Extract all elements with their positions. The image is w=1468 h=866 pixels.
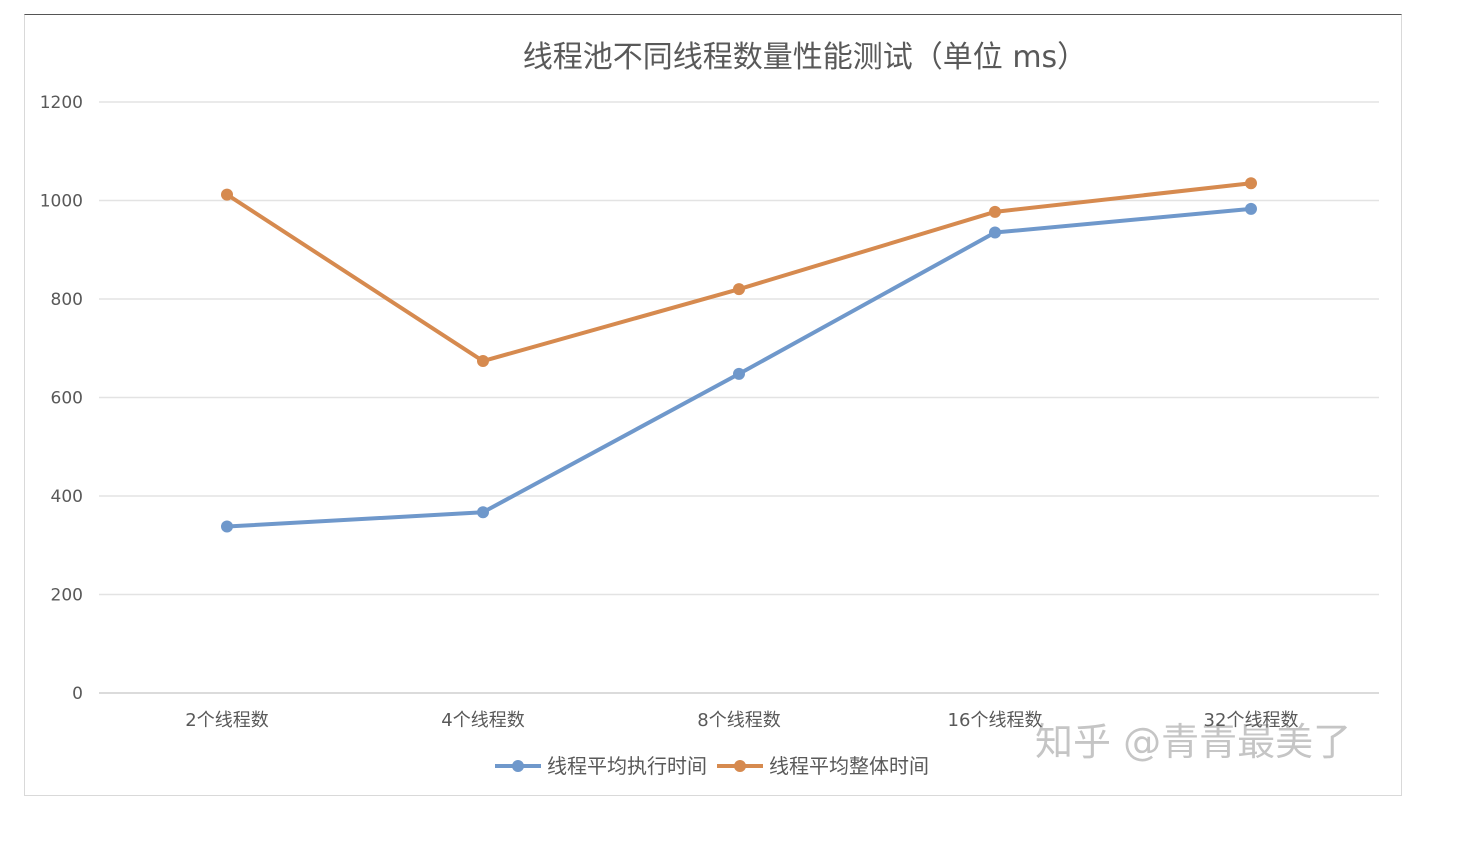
chart-container: 线程池不同线程数量性能测试（单位 ms） 0 200 400 600 800 1000 12… [24,14,1402,796]
x-tick-label: 4个线程数 [441,710,524,731]
legend: 线程平均执行时间 线程平均整体时间 [495,754,929,778]
legend-label: 线程平均整体时间 [769,754,929,778]
data-point [221,520,233,533]
legend-label: 线程平均执行时间 [547,754,707,778]
y-tick-label: 200 [51,586,83,606]
y-tick-label: 1200 [40,93,83,113]
x-tick-label: 16个线程数 [948,710,1043,731]
x-tick-label: 2个线程数 [185,710,268,731]
series-line-2 [225,181,1253,364]
y-tick-label: 1000 [40,192,83,212]
y-tick-label: 400 [51,487,83,507]
y-tick-label: 600 [51,389,83,409]
x-axis-ticks: 2个线程数 4个线程数 8个线程数 16个线程数 32个线程数 [185,710,1298,731]
grid-lines [99,101,1379,694]
data-point [221,188,233,201]
y-tick-label: 0 [72,684,83,704]
data-point [1245,177,1257,190]
x-tick-label: 8个线程数 [697,710,780,731]
series-layer [221,177,1257,533]
legend-marker [512,760,524,772]
line-chart: 线程池不同线程数量性能测试（单位 ms） 0 200 400 600 800 1000 12… [40,40,1379,778]
data-point [1245,202,1257,215]
watermark-text: 知乎 @青青最美了 [1035,720,1351,764]
x-tick-label: 32个线程数 [1204,710,1299,731]
series-line-1 [225,206,1253,529]
data-point [477,506,489,519]
legend-marker [734,760,746,772]
data-point [733,283,745,296]
y-tick-label: 800 [51,290,83,310]
data-point [733,367,745,380]
y-axis-ticks: 0 200 400 600 800 1000 1200 [40,93,83,704]
chart-title: 线程池不同线程数量性能测试（单位 ms） [523,40,1087,75]
data-point [989,226,1001,239]
data-point [989,205,1001,218]
data-point [477,355,489,368]
